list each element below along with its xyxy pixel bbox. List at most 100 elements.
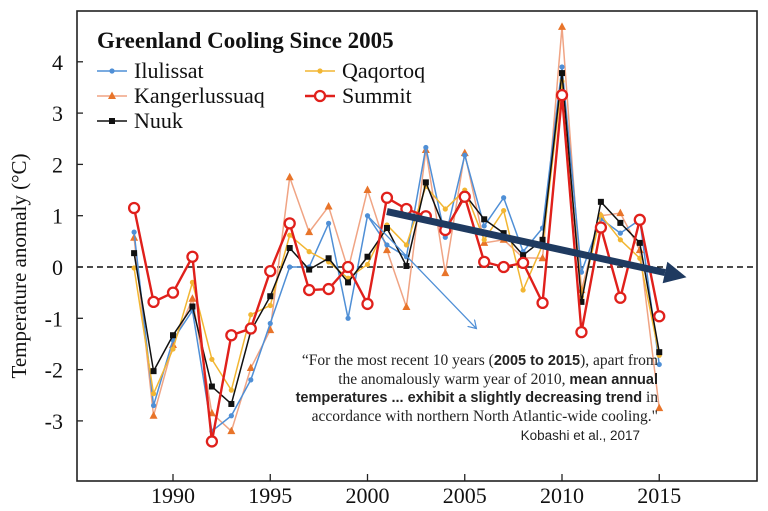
quote-annotation: “For the most recent 10 years (2005 to 2… [258, 352, 658, 426]
data-point-kangerlussuaq [324, 201, 333, 210]
data-point-nuuk [539, 236, 546, 243]
data-point-ilulissat [481, 223, 487, 229]
legend-marker-nuuk [109, 118, 115, 124]
data-point-nuuk [578, 298, 585, 305]
data-point-qaqortoq [364, 261, 371, 268]
y-tick-label: 1 [52, 204, 63, 229]
trend-arrow-shaft [386, 208, 666, 276]
y-tick-label: 2 [52, 152, 63, 177]
data-point-summit [594, 221, 608, 234]
legend-marker-qaqortoq [317, 68, 323, 74]
data-point-qaqortoq [248, 312, 254, 318]
data-point-ilulissat [287, 264, 293, 270]
y-axis-label: Temperature anomaly (°C) [7, 153, 31, 378]
data-point-ilulissat [656, 361, 662, 368]
data-point-summit [458, 190, 471, 203]
data-point-nuuk [189, 303, 196, 310]
x-tick-label: 2000 [346, 483, 390, 508]
data-point-nuuk [617, 219, 624, 226]
data-point-nuuk [636, 239, 643, 246]
data-point-ilulissat [462, 152, 468, 158]
data-point-summit [555, 88, 569, 102]
data-point-summit [283, 217, 296, 230]
data-point-ilulissat [384, 242, 390, 248]
data-point-qaqortoq [637, 255, 643, 261]
quote-text: ), apart from [580, 352, 658, 369]
y-tick-label: -1 [45, 306, 63, 331]
data-point-summit [380, 191, 394, 204]
data-point-ilulissat [131, 229, 137, 235]
series-layer [127, 22, 666, 448]
data-point-summit [225, 329, 238, 342]
data-point-summit [341, 260, 355, 274]
data-point-summit [244, 322, 257, 335]
legend-label-kangerlussuaq: Kangerlussuaq [134, 83, 265, 108]
x-tick-label: 2005 [443, 483, 487, 508]
series-line-nuuk [133, 72, 660, 405]
data-point-summit [536, 296, 549, 310]
quote-text: in [642, 389, 658, 406]
quote-text: the anomalously warm year of 2010, [338, 370, 570, 388]
data-point-qaqortoq [228, 387, 234, 393]
data-point-qaqortoq [306, 249, 312, 255]
data-point-qaqortoq [598, 212, 604, 218]
y-tick-label: -2 [45, 358, 63, 383]
data-point-summit [575, 326, 588, 339]
series-summit [127, 88, 666, 448]
legend-item-nuuk: Nuuk [97, 108, 183, 133]
quote-text: “For the most recent 10 years ( [301, 352, 494, 369]
data-point-ilulissat [501, 195, 507, 201]
quote-line: the anomalously warm year of 2010, mean … [258, 371, 658, 390]
legend-label-ilulissat: Ilulissat [134, 58, 204, 83]
data-point-nuuk [559, 70, 565, 77]
annotation-arrows [367, 208, 687, 329]
data-point-kangerlussuaq [149, 411, 158, 419]
quote-emphasis: mean annual [569, 371, 658, 388]
legend-marker-kangerlussuaq [108, 91, 116, 99]
data-point-ilulissat [617, 230, 623, 236]
data-point-summit [302, 283, 316, 297]
x-tick-label: 1995 [248, 483, 292, 508]
data-point-kangerlussuaq [558, 22, 566, 30]
data-point-nuuk [500, 230, 507, 237]
series-line-summit [132, 93, 661, 443]
data-point-qaqortoq [481, 237, 487, 243]
legend-label-qaqortoq: Qaqortoq [342, 58, 425, 83]
data-point-kangerlussuaq [246, 363, 255, 372]
data-point-kangerlussuaq [305, 227, 314, 236]
data-point-kangerlussuaq [285, 172, 294, 181]
data-point-qaqortoq [170, 346, 176, 352]
data-point-nuuk [325, 255, 332, 262]
data-point-summit [478, 255, 491, 269]
legend: Greenland Cooling Since 2005 IlulissatKa… [97, 28, 425, 133]
legend-item-kangerlussuaq: Kangerlussuaq [97, 83, 265, 108]
citation: Kobashi et al., 2017 [520, 428, 640, 443]
data-point-kangerlussuaq [188, 294, 197, 302]
data-point-ilulissat [578, 269, 585, 275]
legend-item-summit: Summit [305, 83, 412, 108]
data-point-nuuk [481, 216, 488, 223]
data-point-nuuk [364, 253, 371, 260]
legend-item-ilulissat: Ilulissat [97, 58, 204, 83]
x-tick-label: 2015 [637, 483, 681, 508]
data-point-nuuk [345, 279, 352, 286]
quote-text: accordance with northern North Atlantic-… [311, 407, 658, 425]
data-point-summit [186, 250, 199, 263]
data-point-kangerlussuaq [655, 403, 664, 412]
series-line-ilulissat [133, 66, 660, 432]
data-point-qaqortoq [617, 237, 623, 243]
quote-line: temperatures ... exhibit a slightly decr… [258, 389, 658, 408]
data-point-summit [322, 282, 335, 296]
x-tick-label: 1990 [151, 483, 195, 508]
legend-item-qaqortoq: Qaqortoq [305, 58, 425, 83]
data-point-ilulissat [423, 144, 429, 151]
data-point-summit [127, 201, 141, 215]
quote-emphasis: temperatures ... exhibit a slightly decr… [295, 390, 643, 406]
chart-title: Greenland Cooling Since 2005 [97, 28, 394, 53]
data-point-ilulissat [326, 220, 332, 226]
data-point-nuuk [170, 332, 176, 339]
data-point-qaqortoq [520, 287, 526, 293]
data-point-qaqortoq [150, 391, 157, 397]
data-point-ilulissat [345, 315, 351, 321]
